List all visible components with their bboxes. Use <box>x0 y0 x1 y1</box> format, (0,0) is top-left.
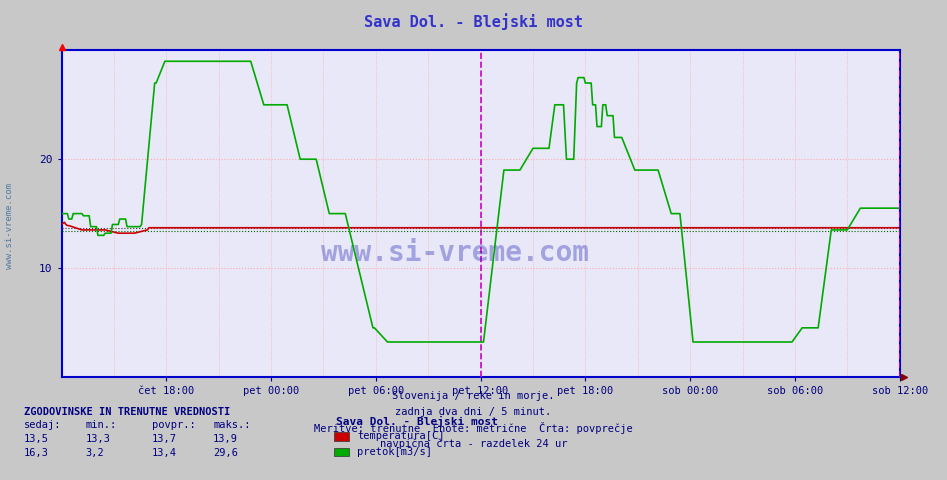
Text: 16,3: 16,3 <box>24 448 48 458</box>
Text: Sava Dol. - Blejski most: Sava Dol. - Blejski most <box>364 13 583 30</box>
Text: navpična črta - razdelek 24 ur: navpična črta - razdelek 24 ur <box>380 438 567 449</box>
Text: 3,2: 3,2 <box>85 448 104 458</box>
Text: sedaj:: sedaj: <box>24 420 62 430</box>
Text: Meritve: trenutne  Enote: metrične  Črta: povprečje: Meritve: trenutne Enote: metrične Črta: … <box>314 422 633 434</box>
Text: zadnja dva dni / 5 minut.: zadnja dva dni / 5 minut. <box>396 407 551 417</box>
Text: maks.:: maks.: <box>213 420 251 430</box>
Text: 29,6: 29,6 <box>213 448 238 458</box>
Text: 13,5: 13,5 <box>24 433 48 444</box>
Text: 13,4: 13,4 <box>152 448 176 458</box>
Text: Sava Dol. - Blejski most: Sava Dol. - Blejski most <box>336 416 498 427</box>
Text: min.:: min.: <box>85 420 116 430</box>
Text: www.si-vreme.com: www.si-vreme.com <box>5 182 14 269</box>
Text: www.si-vreme.com: www.si-vreme.com <box>321 239 589 267</box>
Text: ZGODOVINSKE IN TRENUTNE VREDNOSTI: ZGODOVINSKE IN TRENUTNE VREDNOSTI <box>24 407 230 417</box>
Text: Slovenija / reke in morje.: Slovenija / reke in morje. <box>392 391 555 401</box>
Text: 13,3: 13,3 <box>85 433 110 444</box>
Text: temperatura[C]: temperatura[C] <box>357 432 444 441</box>
Text: povpr.:: povpr.: <box>152 420 195 430</box>
Text: pretok[m3/s]: pretok[m3/s] <box>357 447 432 457</box>
Text: 13,9: 13,9 <box>213 433 238 444</box>
Text: 13,7: 13,7 <box>152 433 176 444</box>
